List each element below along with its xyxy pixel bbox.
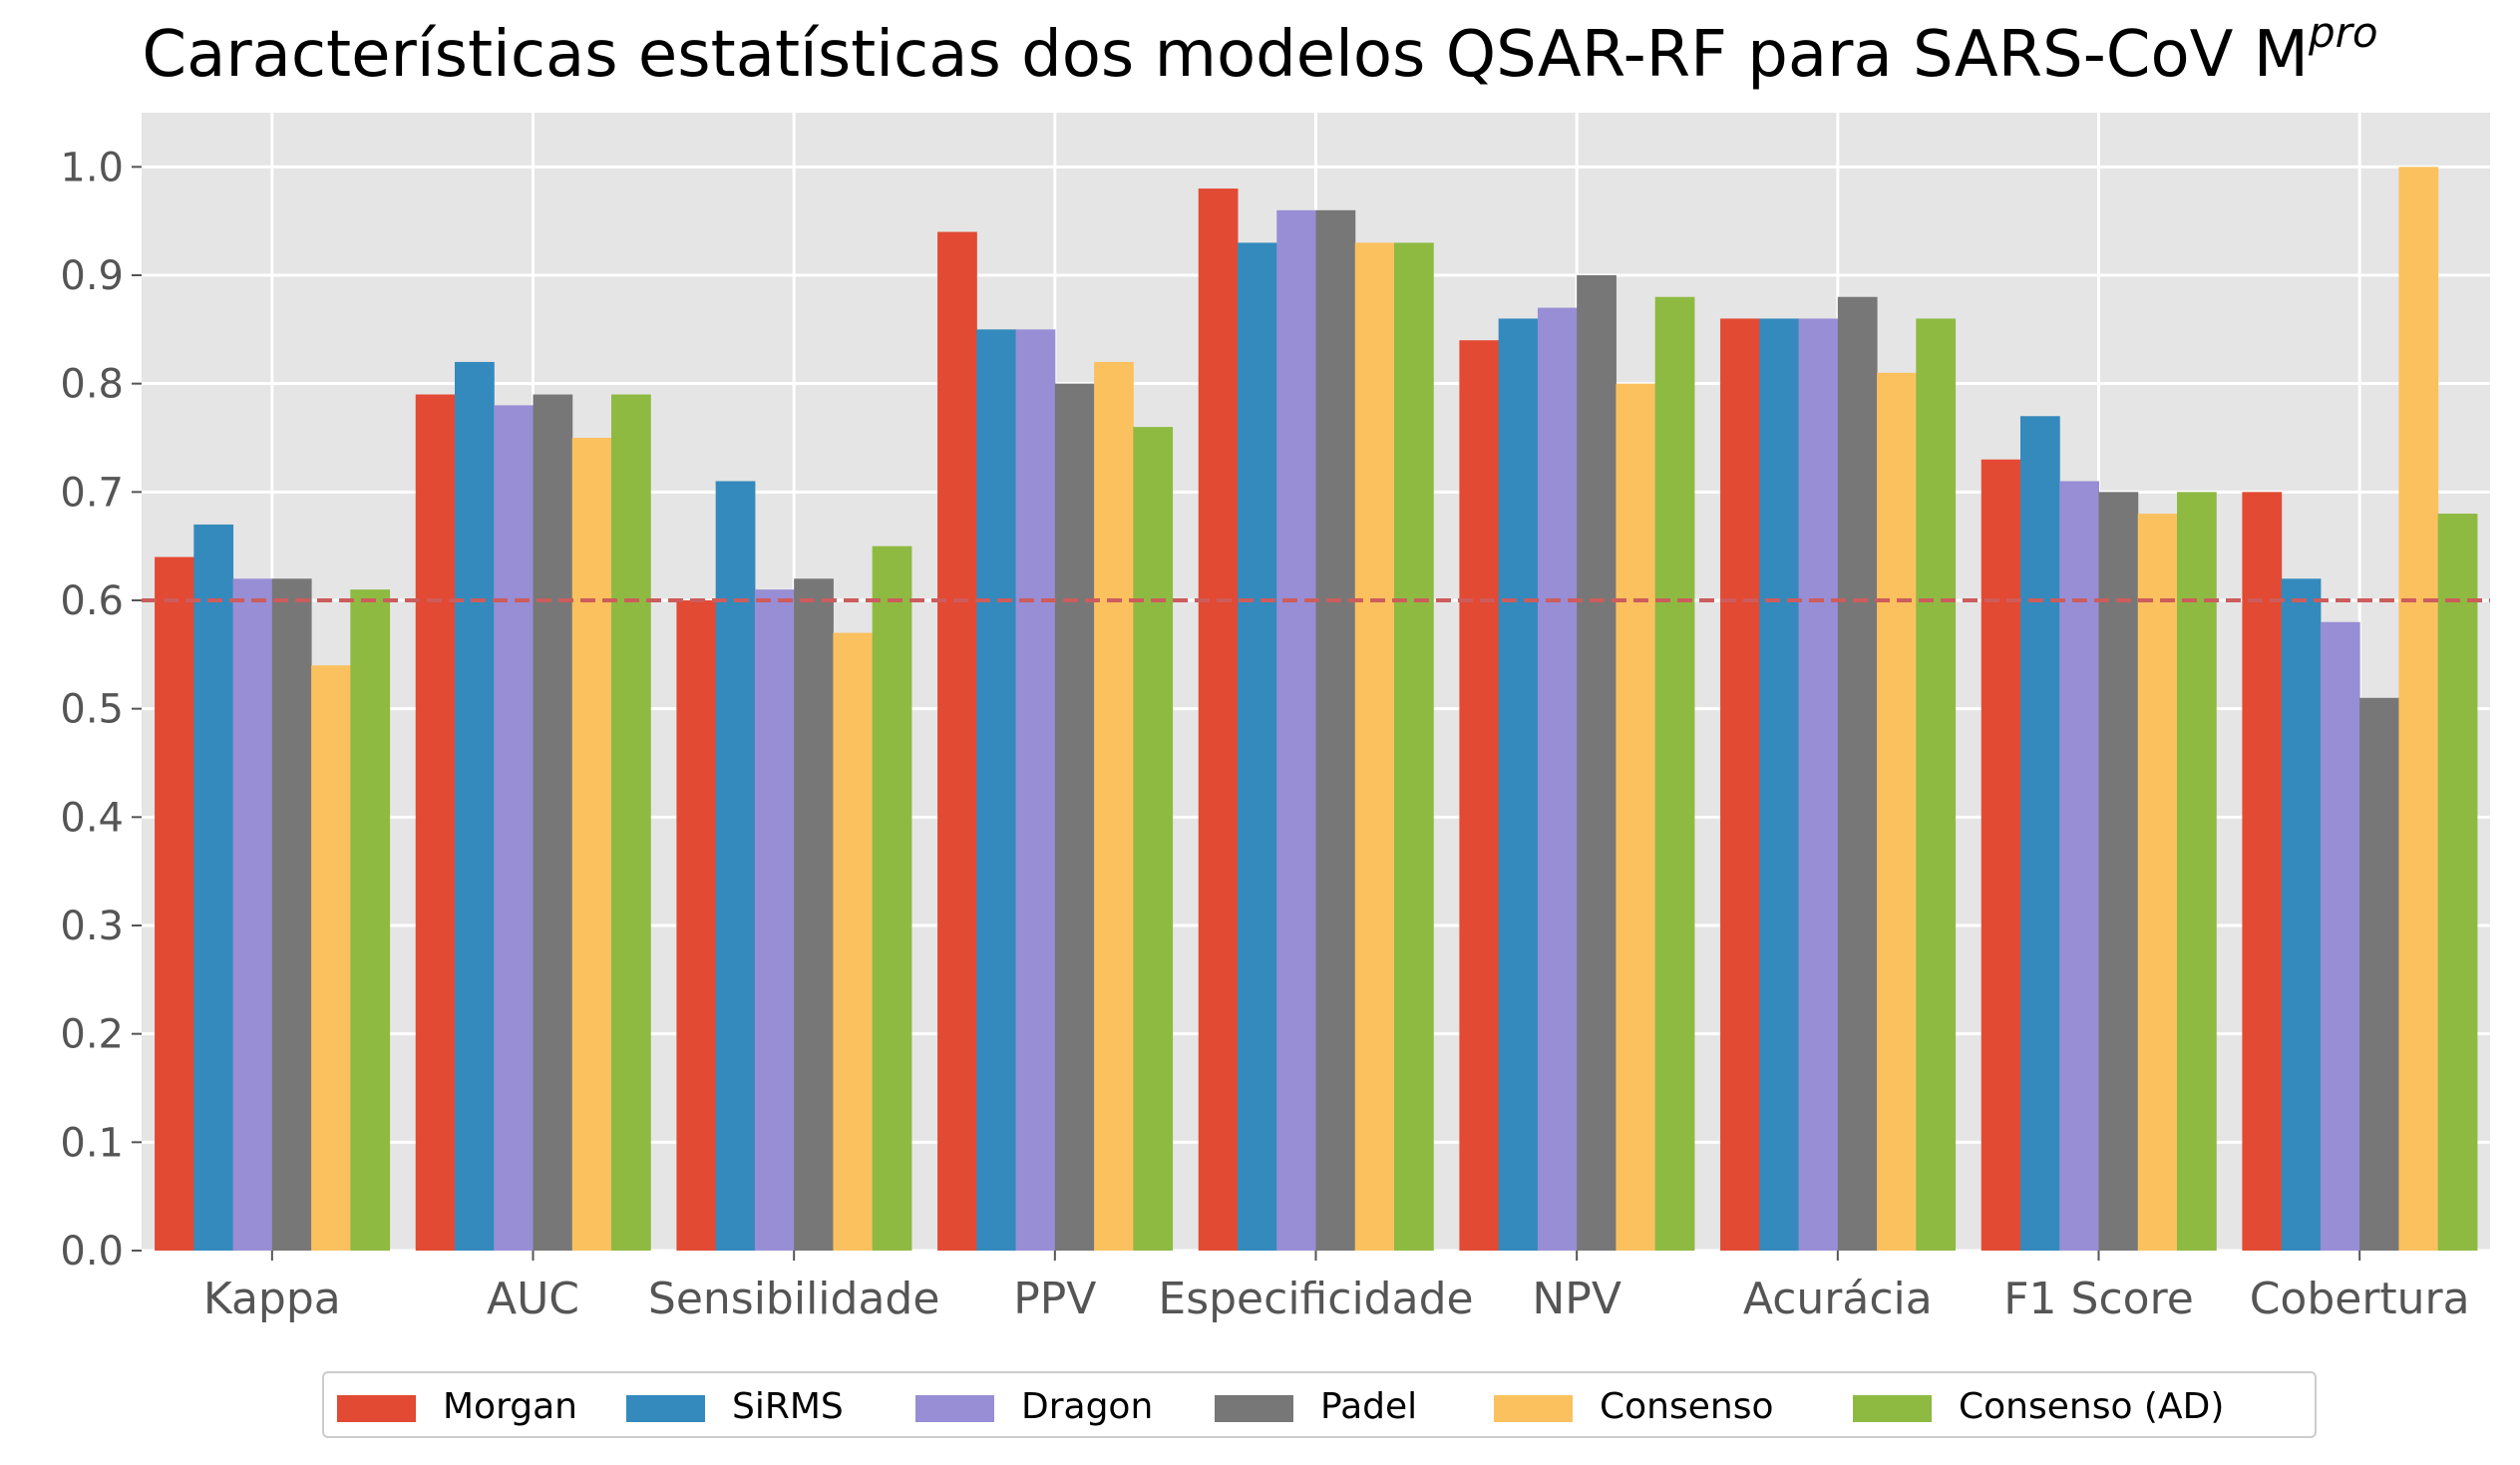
- bar: [455, 361, 495, 1251]
- bar: [494, 405, 534, 1251]
- legend-label: SiRMS: [732, 1386, 844, 1427]
- legend-label: Dragon: [1021, 1386, 1154, 1427]
- bar: [1238, 242, 1277, 1251]
- bar: [1916, 318, 1957, 1251]
- bar: [1616, 383, 1656, 1252]
- bar: [415, 394, 456, 1251]
- x-tick-label: Sensibilidade: [648, 1274, 940, 1324]
- bar: [676, 600, 717, 1251]
- y-tick-label: 0.2: [60, 1012, 124, 1058]
- bar: [2320, 621, 2360, 1251]
- x-tick-label: Cobertura: [2250, 1274, 2470, 1324]
- bar: [193, 524, 234, 1251]
- bar: [1877, 372, 1917, 1251]
- x-tick-label: AUC: [487, 1274, 579, 1324]
- bar: [2281, 578, 2322, 1251]
- legend-swatch: [337, 1395, 416, 1422]
- bar: [1759, 318, 1800, 1251]
- bar: [1980, 459, 2021, 1251]
- legend-label: Consenso: [1600, 1386, 1774, 1427]
- chart-title-text: Características estatísticas dos modelos…: [142, 18, 2309, 92]
- y-tick-label: 0.1: [60, 1120, 124, 1166]
- y-tick-label: 1.0: [60, 145, 124, 190]
- bar: [715, 481, 756, 1251]
- bar: [1276, 209, 1316, 1251]
- bar: [1354, 242, 1395, 1251]
- x-tick-label: NPV: [1532, 1274, 1621, 1324]
- bar: [1015, 329, 1056, 1251]
- y-tick-label: 0.4: [60, 795, 124, 841]
- bar: [2242, 492, 2283, 1251]
- bar: [1798, 318, 1839, 1251]
- legend-swatch: [1215, 1395, 1293, 1422]
- legend-swatch: [626, 1395, 705, 1422]
- chart-title: Características estatísticas dos modelos…: [0, 8, 2520, 92]
- bar: [1654, 296, 1695, 1251]
- bar: [2177, 492, 2217, 1251]
- legend: Morgan SiRMS Dragon Padel Consenso Consenso (…: [322, 1371, 2317, 1438]
- bar: [2020, 416, 2060, 1251]
- bar: [1537, 307, 1578, 1252]
- legend-swatch: [1853, 1395, 1932, 1422]
- bar: [611, 394, 651, 1251]
- bar: [155, 556, 194, 1251]
- bar: [571, 438, 612, 1251]
- bar: [976, 329, 1017, 1251]
- bar: [1498, 318, 1539, 1251]
- y-tick-label: 0.7: [60, 470, 124, 516]
- bar: [1133, 427, 1174, 1252]
- y-tick-label: 0.3: [60, 904, 124, 949]
- y-tick-label: 0.9: [60, 253, 124, 299]
- bar: [1094, 361, 1134, 1251]
- y-tick-label: 0.0: [60, 1229, 124, 1275]
- bar: [833, 632, 874, 1251]
- bar: [232, 578, 273, 1251]
- bar: [533, 394, 573, 1251]
- bar: [754, 589, 795, 1251]
- bar: [1198, 188, 1239, 1252]
- bar: [1315, 209, 1356, 1251]
- bar: [311, 665, 351, 1251]
- bar: [937, 231, 977, 1252]
- bar: [350, 589, 391, 1251]
- legend-label: Morgan: [443, 1386, 577, 1427]
- bar: [1459, 340, 1500, 1251]
- bar: [1054, 383, 1095, 1252]
- bar: [2059, 481, 2099, 1251]
- legend-label: Consenso (AD): [1959, 1386, 2225, 1427]
- y-tick-label: 0.5: [60, 687, 124, 733]
- legend-swatch: [915, 1395, 994, 1422]
- legend-label: Padel: [1320, 1386, 1418, 1427]
- bar: [1837, 296, 1878, 1251]
- bar: [2398, 167, 2439, 1251]
- y-tick-label: 0.6: [60, 578, 124, 624]
- x-tick-label: Kappa: [203, 1274, 341, 1324]
- bar: [1394, 242, 1434, 1251]
- bar: [872, 546, 912, 1251]
- bar: [2137, 514, 2178, 1251]
- bar: [271, 578, 312, 1251]
- bar: [2437, 514, 2478, 1251]
- x-tick-label: PPV: [1013, 1274, 1096, 1324]
- x-tick-label: Especificidade: [1158, 1274, 1473, 1324]
- bar: [2098, 492, 2139, 1251]
- legend-swatch: [1494, 1395, 1573, 1422]
- chart-title-superscript: pro: [2308, 8, 2378, 57]
- bar: [794, 578, 834, 1251]
- y-tick-label: 0.8: [60, 362, 124, 408]
- bar: [1577, 275, 1617, 1251]
- x-tick-label: Acurácia: [1743, 1274, 1933, 1324]
- x-tick-label: F1 Score: [2003, 1274, 2194, 1324]
- bar: [1720, 318, 1760, 1251]
- bar: [2359, 697, 2399, 1251]
